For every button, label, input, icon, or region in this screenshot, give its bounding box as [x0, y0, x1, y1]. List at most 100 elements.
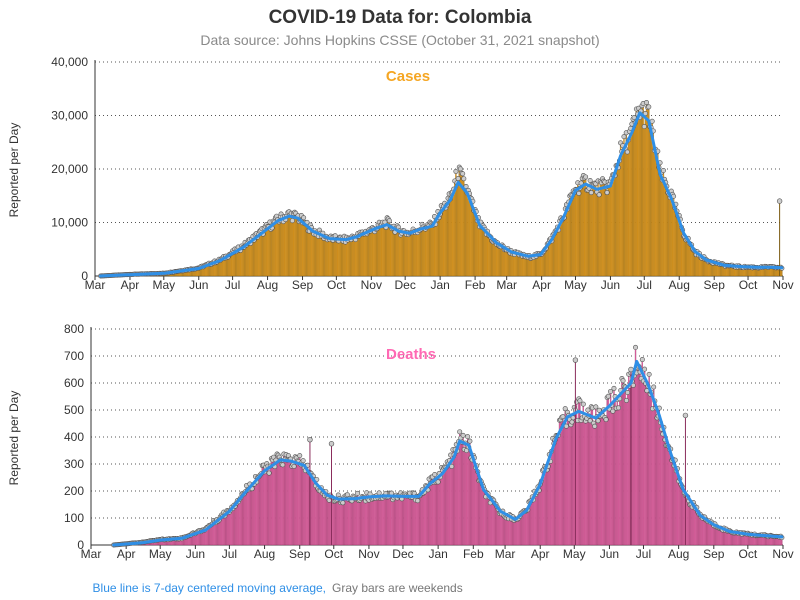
deaths-bar [545, 467, 547, 546]
deaths-bar [250, 488, 252, 546]
deaths-bar [531, 496, 533, 546]
deaths-bar [402, 494, 404, 546]
deaths-bar [615, 408, 617, 546]
deaths-bar [694, 508, 697, 546]
deaths-bar [392, 499, 394, 546]
deaths-bar [468, 447, 470, 546]
deaths-point [569, 419, 575, 425]
cases-y-axis-label: Reported per Day [7, 123, 21, 218]
deaths-bar [435, 481, 437, 546]
deaths-bar [673, 465, 675, 546]
deaths-bar [318, 490, 320, 546]
cases-bar [253, 239, 255, 277]
cases-bar [284, 219, 287, 277]
cases-bar [374, 231, 376, 277]
deaths-bar [272, 457, 275, 546]
deaths-bar [552, 438, 554, 546]
deaths-bar [335, 500, 337, 546]
cases-bar [612, 174, 614, 277]
cases-bar [656, 152, 658, 277]
cases-bar [555, 230, 557, 277]
deaths-bar [586, 418, 588, 546]
deaths-bar [342, 502, 344, 546]
cases-bar [676, 211, 678, 277]
deaths-point [620, 378, 626, 384]
cases-bar [557, 229, 560, 277]
cases-spike-point [776, 198, 783, 204]
deaths-bar [217, 521, 219, 546]
deaths-bar [679, 478, 681, 546]
deaths-bar [410, 497, 412, 546]
cases-bar [295, 213, 297, 277]
deaths-bar [286, 460, 288, 546]
cases-point [588, 190, 594, 196]
deaths-bar [378, 492, 380, 546]
deaths-point [651, 384, 657, 390]
deaths-bar [280, 464, 283, 546]
deaths-spike-point [682, 412, 689, 419]
cases-point [660, 168, 666, 174]
deaths-bar [268, 472, 270, 546]
deaths-bar [643, 369, 646, 546]
deaths-bar [313, 479, 316, 546]
deaths-bar [604, 417, 606, 546]
cases-bar [595, 183, 597, 277]
cases-bar [635, 108, 638, 277]
cases-bar [604, 181, 606, 277]
cases-bar [539, 254, 542, 277]
deaths-bar [511, 519, 513, 546]
deaths-bar [649, 393, 651, 546]
deaths-point [580, 401, 586, 407]
deaths-bar [328, 500, 330, 546]
cases-bar [654, 149, 657, 277]
cases-bar [402, 230, 404, 277]
deaths-bar [535, 494, 537, 546]
chart-subtitle: Data source: Johns Hopkins CSSE (October… [200, 32, 599, 48]
cases-bar [328, 239, 331, 277]
cases-bar [498, 245, 500, 277]
deaths-bar [292, 464, 294, 546]
deaths-bar [454, 449, 456, 546]
deaths-bar [322, 491, 325, 546]
deaths-bar [614, 396, 616, 546]
cases-bar [419, 230, 421, 277]
deaths-bar [636, 372, 638, 546]
cases-bar [233, 252, 235, 277]
deaths-bar [262, 464, 265, 546]
cases-bar [609, 180, 612, 277]
deaths-bar [668, 449, 671, 546]
cases-bar [639, 117, 641, 277]
cases-bar [405, 234, 407, 277]
cases-bar [296, 216, 298, 277]
deaths-bar [633, 375, 636, 546]
deaths-bar [656, 417, 658, 546]
cases-x-tick-label: Oct [739, 278, 758, 292]
deaths-point [460, 432, 466, 438]
cases-bar [525, 256, 527, 277]
deaths-bar [700, 516, 702, 546]
cases-bar [249, 243, 252, 277]
cases-bar [354, 239, 357, 277]
cases-bar [246, 243, 248, 277]
deaths-bar [383, 495, 385, 546]
cases-bar [649, 126, 651, 277]
deaths-bar [253, 483, 256, 546]
deaths-point [376, 490, 382, 496]
cases-x-tick-label: Jun [189, 278, 208, 292]
deaths-point [340, 500, 346, 506]
deaths-bar [621, 378, 623, 546]
deaths-x-tick-label: Jan [428, 547, 447, 561]
deaths-point [562, 406, 568, 412]
cases-bar [317, 236, 319, 277]
cases-bar [368, 229, 370, 277]
cases-bar [351, 235, 353, 277]
deaths-bar [507, 518, 510, 546]
deaths-bar [587, 409, 589, 546]
deaths-bar [473, 457, 476, 546]
deaths-x-tick-label: Jun [600, 547, 619, 561]
cases-x-tick-label: Aug [669, 278, 690, 292]
deaths-bar [514, 518, 516, 546]
deaths-bar [698, 514, 700, 546]
deaths-bar [287, 455, 290, 546]
deaths-bar [403, 495, 405, 546]
